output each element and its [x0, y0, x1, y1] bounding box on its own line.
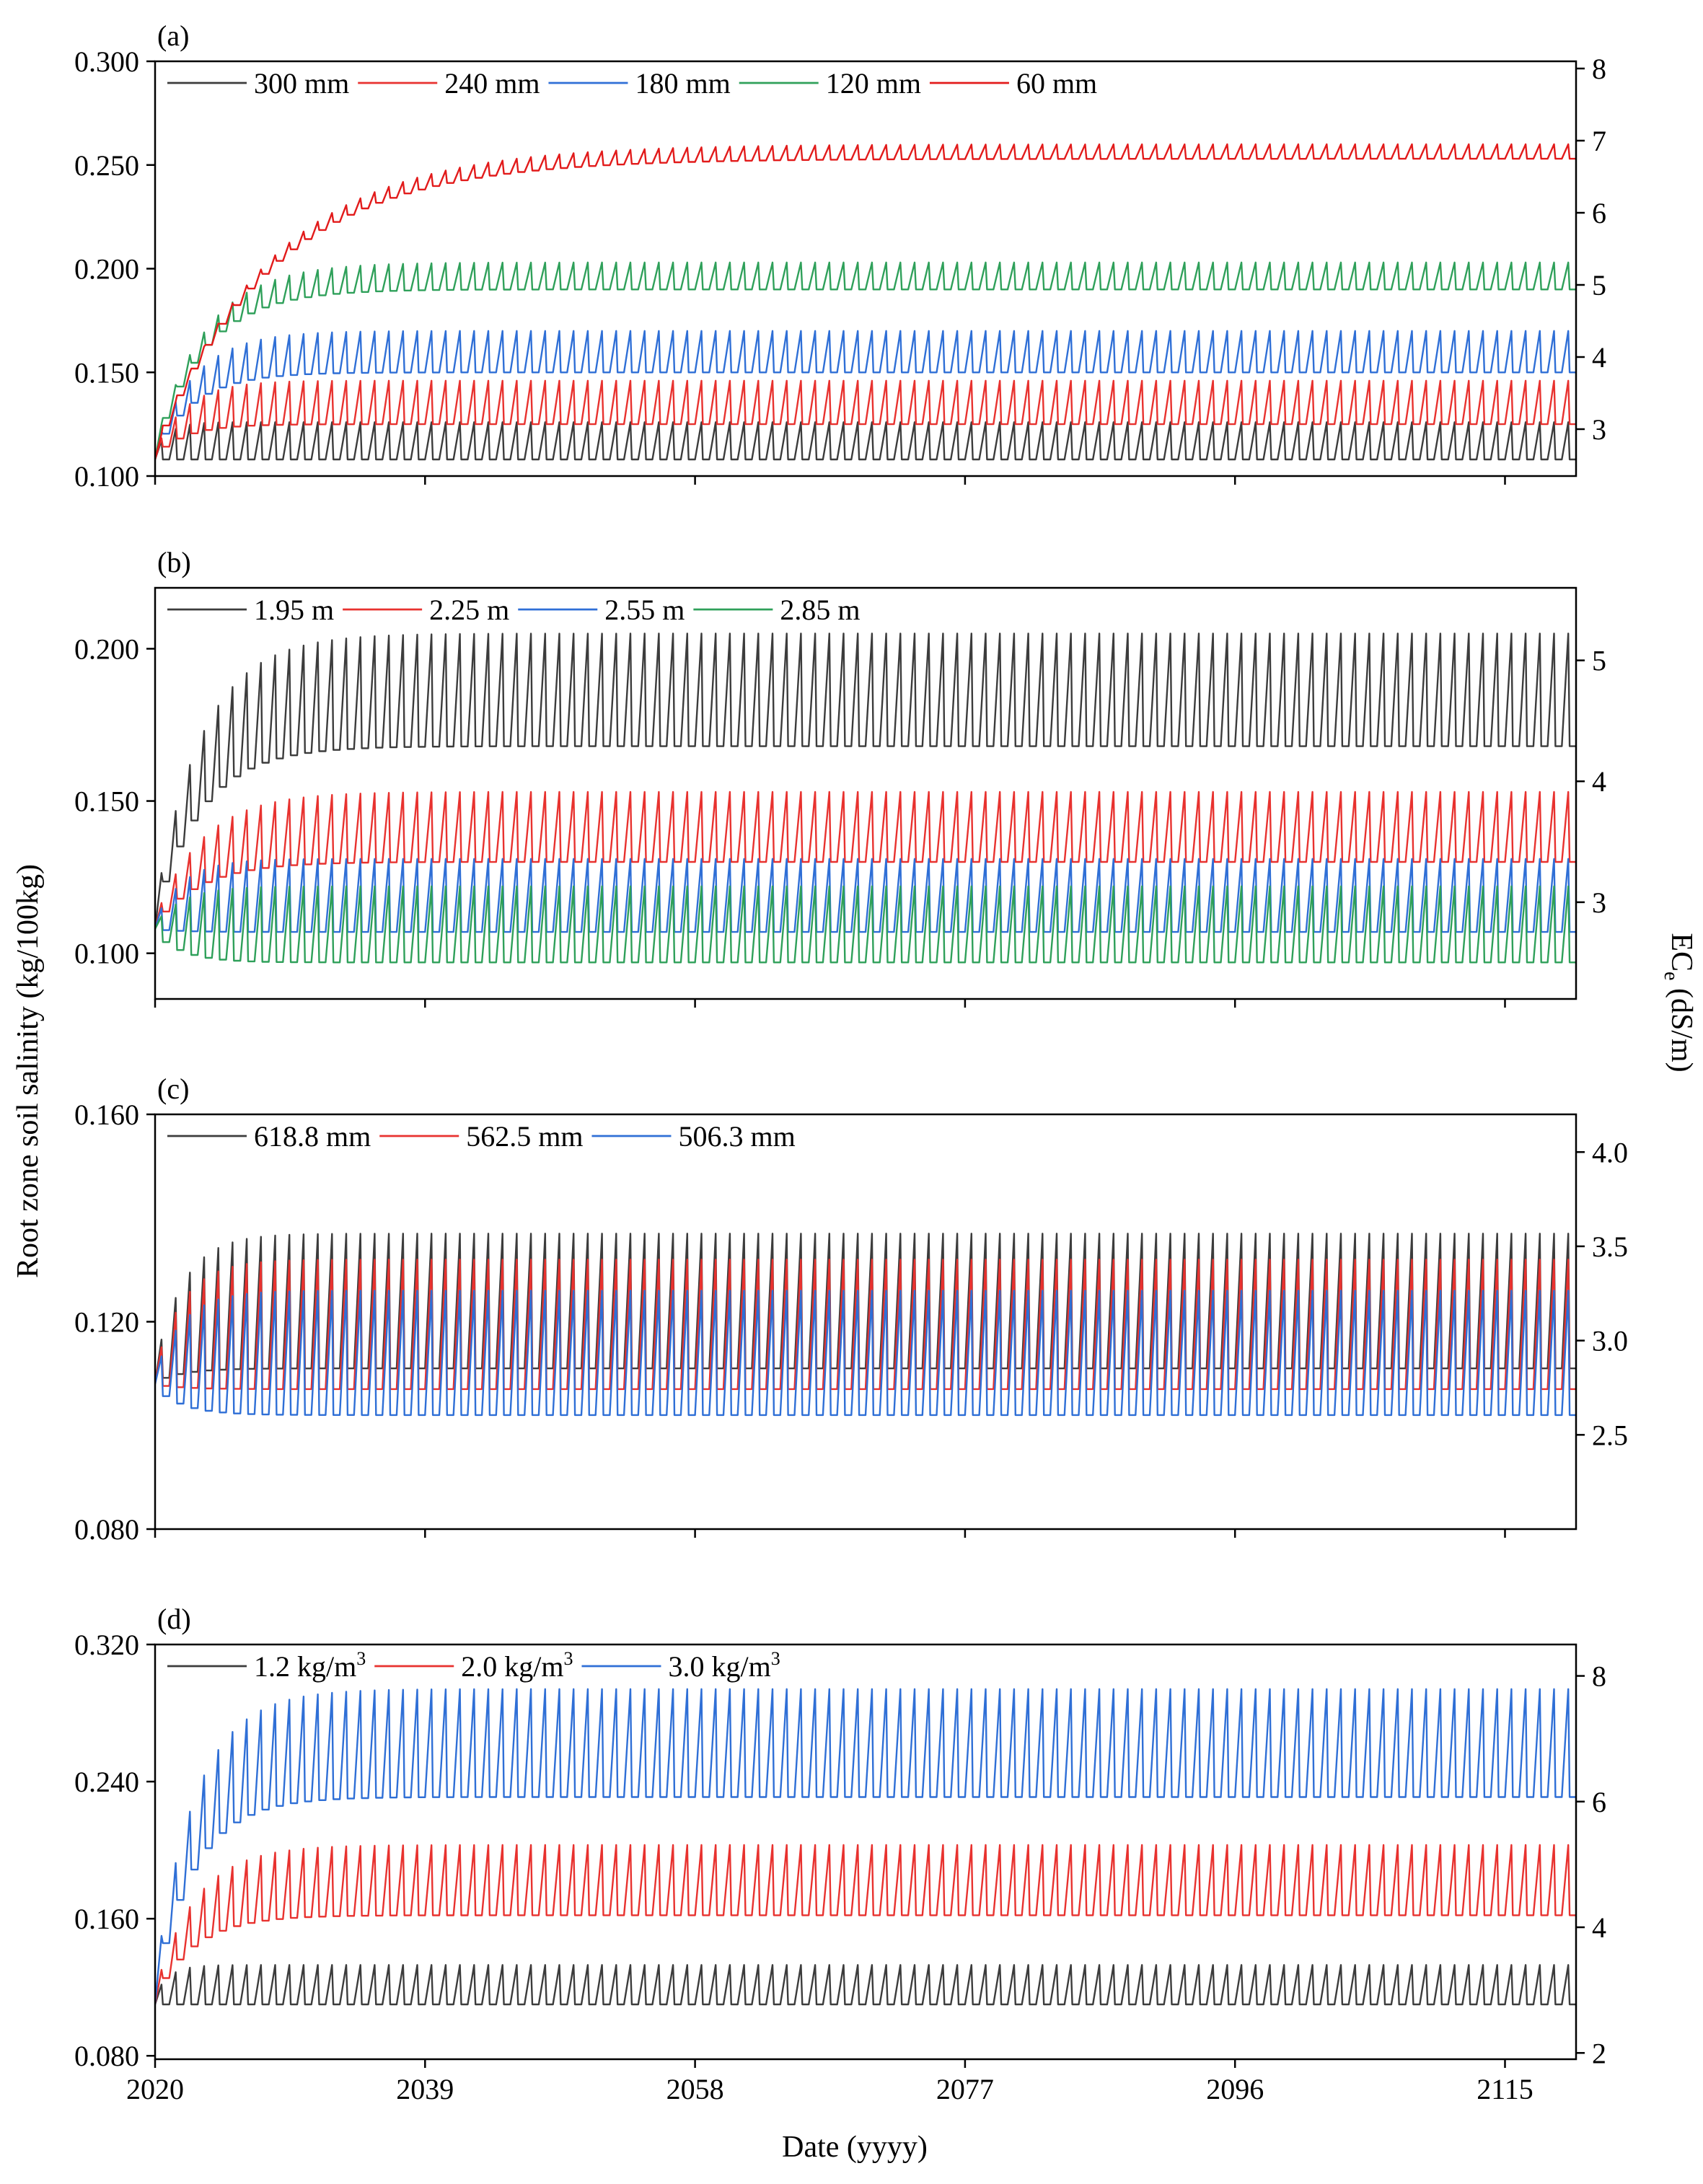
y-tick-label: 0.300 — [74, 45, 139, 78]
chart-panel-d: 0.080 0.160 0.240 0.320 2 4 6 8 2020 2039 2058 2077… — [74, 1603, 1606, 2105]
series-line-2 — [155, 858, 1576, 933]
y-axis-title: Root zone soil salinity (kg/100kg) — [12, 864, 45, 1278]
y-tick-label: 0.240 — [74, 1766, 139, 1798]
plot-frame — [154, 60, 1577, 477]
series-line-1 — [155, 1259, 1576, 1391]
y2-tick-label: 4.0 — [1592, 1136, 1628, 1168]
series-line-0 — [155, 421, 1576, 461]
x-tick-label: 2096 — [1206, 2073, 1264, 2105]
x-tick-label: 2077 — [936, 2073, 994, 2105]
chart-panel-a: 0.100 0.150 0.200 0.250 0.300 3 4 5 6 7 8 (a) 300 mm… — [74, 19, 1606, 493]
y2-tick-label: 8 — [1592, 53, 1606, 85]
series-line-1 — [155, 379, 1576, 460]
y-tick-label: 0.200 — [74, 253, 139, 286]
y2-tick-label: 7 — [1592, 125, 1606, 157]
y2-axis-title-subscript: e — [1660, 972, 1682, 980]
legend-label: 3.0 kg/m3 — [668, 1648, 780, 1683]
series-line-2 — [155, 1688, 1576, 2005]
y2-tick-label: 3 — [1592, 886, 1606, 919]
y-tick-label: 0.150 — [74, 785, 139, 818]
y-tick-label: 0.320 — [74, 1629, 139, 1661]
y2-axis-title-unit: (dS/m) — [1665, 980, 1698, 1072]
legend-label: 506.3 mm — [678, 1120, 795, 1153]
y-tick-label: 0.250 — [74, 149, 139, 182]
series-line-4 — [155, 143, 1576, 460]
legend-label-superscript: 3 — [563, 1648, 573, 1669]
legend-label: 2.85 m — [780, 594, 860, 626]
series-line-0 — [155, 1233, 1576, 1384]
x-axis-title: Date (yyyy) — [782, 2131, 928, 2164]
series-line-1 — [155, 1844, 1576, 2005]
y-tick-label: 0.160 — [74, 1098, 139, 1131]
x-tick-label: 2115 — [1477, 2073, 1533, 2105]
legend: 1.2 kg/m3 2.0 kg/m3 3.0 kg/m3 — [167, 1648, 780, 1683]
series-line-3 — [155, 885, 1576, 964]
panel-label: (b) — [157, 546, 191, 578]
series-line-0 — [155, 633, 1576, 930]
legend-label: 2.55 m — [604, 594, 685, 626]
y2-axis-title-main: EC — [1665, 933, 1698, 972]
legend-label: 180 mm — [635, 67, 730, 100]
panel-label: (d) — [157, 1603, 191, 1635]
series-group — [155, 1233, 1576, 1417]
plot-frame — [154, 1113, 1577, 1531]
series-group — [155, 143, 1576, 461]
y2-tick-label: 4 — [1592, 1911, 1606, 1944]
y-tick-label: 0.080 — [74, 1513, 139, 1546]
y-tick-label: 0.080 — [74, 2040, 139, 2072]
panel-label: (a) — [157, 19, 189, 52]
legend-label: 618.8 mm — [254, 1120, 371, 1153]
x-tick-label: 2039 — [396, 2073, 454, 2105]
y2-tick-label: 3 — [1592, 413, 1606, 446]
y2-tick-label: 2.5 — [1592, 1419, 1628, 1451]
y2-axis-title: ECe (dS/m) — [1660, 933, 1698, 1072]
y2-tick-label: 5 — [1592, 645, 1606, 677]
panel-label: (c) — [157, 1073, 189, 1105]
series-line-2 — [155, 330, 1576, 460]
legend-label: 562.5 mm — [466, 1120, 583, 1153]
y-tick-label: 0.150 — [74, 356, 139, 389]
y2-tick-label: 6 — [1592, 197, 1606, 229]
chart-panels: 0.100 0.150 0.200 0.250 0.300 3 4 5 6 7 8 (a) 300 mm… — [74, 19, 1628, 2105]
legend-label-superscript: 3 — [356, 1648, 366, 1669]
series-group — [155, 1688, 1576, 2006]
series-line-1 — [155, 791, 1576, 930]
y2-tick-label: 4 — [1592, 341, 1606, 374]
legend: 1.95 m 2.25 m 2.55 m 2.85 m — [167, 594, 861, 626]
series-line-2 — [155, 1290, 1576, 1417]
x-tick-label: 2058 — [666, 2073, 724, 2105]
legend-label: 240 mm — [444, 67, 540, 100]
y2-tick-label: 4 — [1592, 765, 1606, 798]
legend-label: 120 mm — [826, 67, 921, 100]
y-tick-label: 0.200 — [74, 633, 139, 665]
y-tick-label: 0.100 — [74, 938, 139, 970]
legend-label-superscript: 3 — [771, 1648, 780, 1669]
y2-tick-label: 5 — [1592, 269, 1606, 301]
legend: 618.8 mm 562.5 mm 506.3 mm — [167, 1120, 796, 1153]
y-tick-label: 0.120 — [74, 1306, 139, 1339]
x-tick-label: 2020 — [126, 2073, 184, 2105]
chart-panel-c: 0.080 0.120 0.160 2.5 3.0 3.5 4.0 (c) 618.8 mm 56… — [74, 1073, 1628, 1546]
legend-label: 2.25 m — [429, 594, 509, 626]
legend-label: 1.2 kg/m3 — [254, 1648, 366, 1683]
series-line-3 — [155, 261, 1576, 460]
legend-label: 1.95 m — [254, 594, 334, 626]
y2-tick-label: 3.5 — [1592, 1230, 1628, 1263]
chart-panel-b: 0.100 0.150 0.200 3 4 5 (b) 1.95 m 2.25 m 2.55 m 2… — [74, 546, 1606, 1008]
legend-label: 60 mm — [1016, 67, 1097, 100]
series-group — [155, 633, 1576, 964]
y2-tick-label: 2 — [1592, 2037, 1606, 2069]
y-tick-label: 0.100 — [74, 460, 139, 493]
legend-label: 300 mm — [254, 67, 349, 100]
y2-tick-label: 3.0 — [1592, 1325, 1628, 1357]
plot-frame — [154, 1643, 1577, 2061]
legend: 300 mm 240 mm 180 mm 120 mm 60 mm — [167, 67, 1097, 100]
y2-tick-label: 6 — [1592, 1786, 1606, 1818]
y2-tick-label: 8 — [1592, 1660, 1606, 1693]
y-tick-label: 0.160 — [74, 1903, 139, 1935]
plot-frame — [154, 586, 1577, 1000]
series-line-0 — [155, 1964, 1576, 2006]
legend-label: 2.0 kg/m3 — [461, 1648, 573, 1683]
